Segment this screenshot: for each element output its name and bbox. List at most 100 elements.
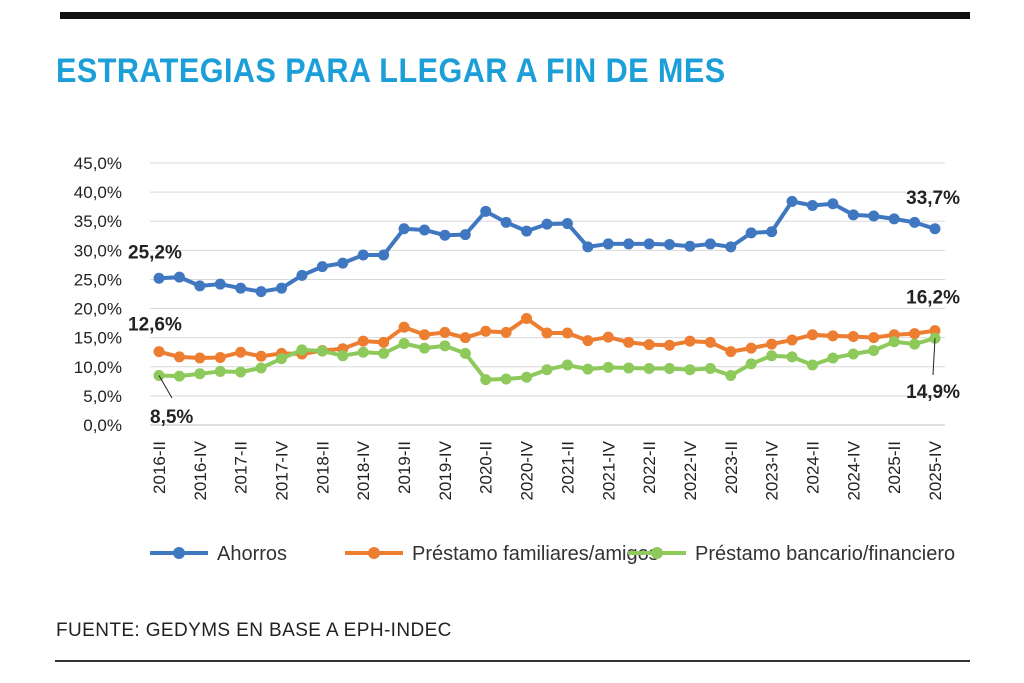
data-point [194, 352, 206, 364]
data-point [378, 336, 390, 348]
x-tick-label: 2022-II [640, 441, 659, 494]
data-point [561, 218, 573, 230]
y-tick-label: 40,0% [74, 183, 122, 202]
data-point [582, 241, 594, 253]
data-point [561, 359, 573, 371]
data-point [398, 223, 410, 235]
x-tick-label: 2021-II [558, 441, 577, 494]
x-tick-label: 2024-II [803, 441, 822, 494]
annotation-leader [158, 375, 173, 399]
data-point [418, 342, 430, 354]
data-point [255, 286, 267, 298]
data-point [235, 346, 247, 358]
y-tick-label: 20,0% [74, 300, 122, 319]
data-point [418, 329, 430, 341]
data-point [725, 346, 737, 358]
series-0 [153, 195, 941, 298]
x-axis-ticks: 2016-II 2016-IV 2017-II 2017-IV 2018-II 2018-… [150, 440, 945, 500]
data-point [847, 209, 859, 221]
data-point [929, 325, 941, 337]
legend-label: Ahorros [217, 543, 287, 565]
y-tick-label: 25,0% [74, 270, 122, 289]
x-tick-label: 2020-IV [518, 440, 537, 500]
annotation-familiares-last: 16,2% [906, 288, 960, 309]
legend-label: Préstamo bancario/financiero [695, 543, 955, 565]
series-2 [153, 332, 941, 386]
data-point [398, 321, 410, 333]
data-point [541, 218, 553, 230]
data-point [623, 336, 635, 348]
data-point [296, 269, 308, 281]
annotation-ahorros-first: 25,2% [128, 242, 182, 263]
legend-swatch-marker [651, 547, 663, 559]
y-tick-label: 0,0% [83, 416, 122, 435]
data-point [827, 198, 839, 210]
data-point [745, 227, 757, 239]
data-point [398, 337, 410, 349]
data-point [153, 272, 165, 284]
x-tick-label: 2016-IV [191, 440, 210, 500]
y-tick-label: 15,0% [74, 329, 122, 348]
data-point [582, 363, 594, 375]
x-tick-label: 2018-IV [354, 440, 373, 500]
data-point [623, 238, 635, 250]
data-point [337, 257, 349, 269]
y-tick-label: 30,0% [74, 241, 122, 260]
data-point [255, 350, 267, 362]
legend-item: Ahorros [150, 543, 287, 565]
data-point [725, 370, 737, 382]
data-point [623, 362, 635, 374]
data-point [704, 238, 716, 250]
data-point [602, 238, 614, 250]
data-point [357, 335, 369, 347]
data-point [766, 350, 778, 362]
data-point [868, 332, 880, 344]
annotation-bancario-last: 14,9% [906, 382, 960, 403]
data-point [664, 363, 676, 375]
data-point [214, 351, 226, 363]
data-point [459, 332, 471, 344]
data-point [909, 338, 921, 350]
data-point [459, 229, 471, 241]
data-point [582, 335, 594, 347]
x-tick-label: 2023-IV [763, 440, 782, 500]
data-point [909, 216, 921, 228]
data-point [439, 326, 451, 338]
data-point [173, 370, 185, 382]
bottom-rule [55, 660, 970, 662]
y-axis-ticks: 0,0% 5,0% 10,0% 15,0% 20,0% 25,0% 30,0% 35,0% 40… [74, 154, 122, 435]
annotation-leader [932, 338, 936, 376]
data-point [378, 249, 390, 261]
data-point [255, 362, 267, 374]
data-point [521, 225, 533, 237]
data-point [786, 334, 798, 346]
series-line [158, 199, 936, 294]
x-tick-label: 2017-IV [273, 440, 292, 500]
x-tick-label: 2021-IV [599, 440, 618, 500]
data-point [521, 371, 533, 383]
data-point [643, 238, 655, 250]
data-point [806, 200, 818, 212]
y-tick-label: 5,0% [83, 387, 122, 406]
data-point [684, 335, 696, 347]
data-point [929, 223, 941, 235]
data-point [276, 353, 288, 365]
data-point [480, 374, 492, 386]
source-note: FUENTE: GEDYMS EN BASE A EPH-INDEC [56, 620, 452, 641]
data-point [643, 339, 655, 351]
data-point [276, 282, 288, 294]
x-tick-label: 2016-II [150, 441, 169, 494]
data-point [296, 344, 308, 356]
data-point [888, 336, 900, 348]
legend-swatch-marker [368, 547, 380, 559]
series-1 [153, 312, 941, 364]
x-tick-label: 2019-II [395, 441, 414, 494]
data-point [704, 336, 716, 348]
data-point [173, 351, 185, 363]
x-tick-label: 2018-II [313, 441, 332, 494]
data-point [684, 364, 696, 376]
data-point [786, 351, 798, 363]
data-point [806, 359, 818, 371]
data-point [664, 239, 676, 251]
